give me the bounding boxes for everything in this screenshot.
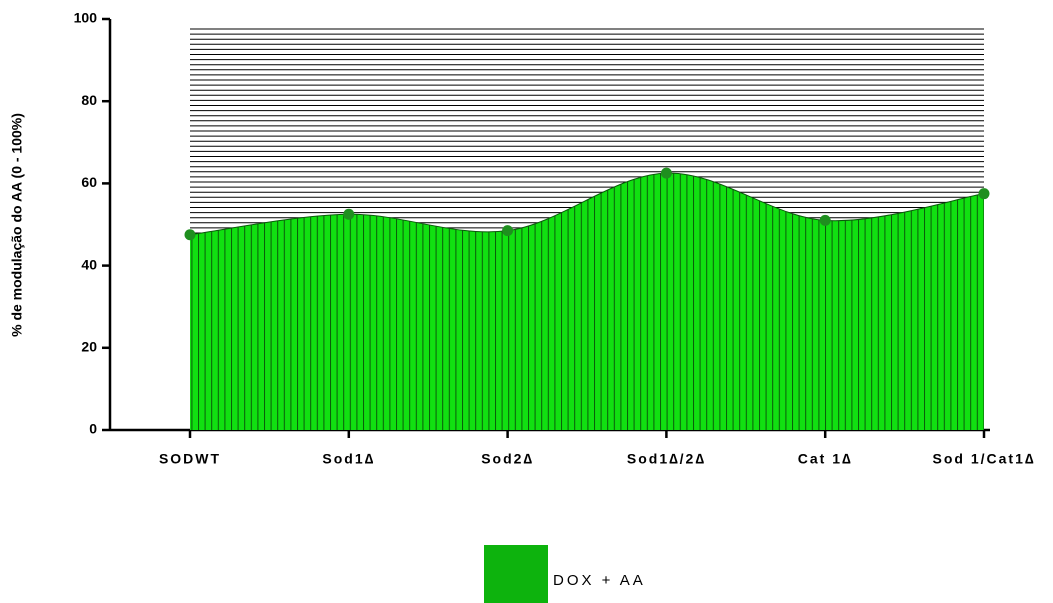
marker xyxy=(978,188,990,200)
legend-label: DOX + AA xyxy=(553,572,646,589)
x-tick-label: Cat 1∆ xyxy=(798,451,853,467)
marker xyxy=(184,229,196,241)
y-tick-label: 20 xyxy=(81,339,97,355)
marker xyxy=(343,208,355,220)
y-tick-label: 80 xyxy=(81,92,97,108)
marker xyxy=(660,167,672,179)
line xyxy=(189,172,985,236)
y-tick-label: 0 xyxy=(89,421,97,437)
x-tick-label: Sod1∆ xyxy=(322,451,375,467)
y-axis-label: % de modulação do AA (0 - 100%) xyxy=(9,113,25,337)
x-tick-label: Sod1∆/2∆ xyxy=(627,451,706,467)
legend-swatch xyxy=(484,545,548,603)
marker xyxy=(502,225,514,237)
y-tick-label: 60 xyxy=(81,174,97,190)
area xyxy=(190,173,984,430)
marker xyxy=(819,214,831,226)
y-tick-label: 100 xyxy=(74,10,98,26)
x-tick-label: Sod 1/Cat1∆ xyxy=(933,451,1036,467)
x-tick-label: Sod2∆ xyxy=(481,451,534,467)
x-tick-label: SODWT xyxy=(159,451,221,467)
y-tick-label: 40 xyxy=(81,256,97,272)
